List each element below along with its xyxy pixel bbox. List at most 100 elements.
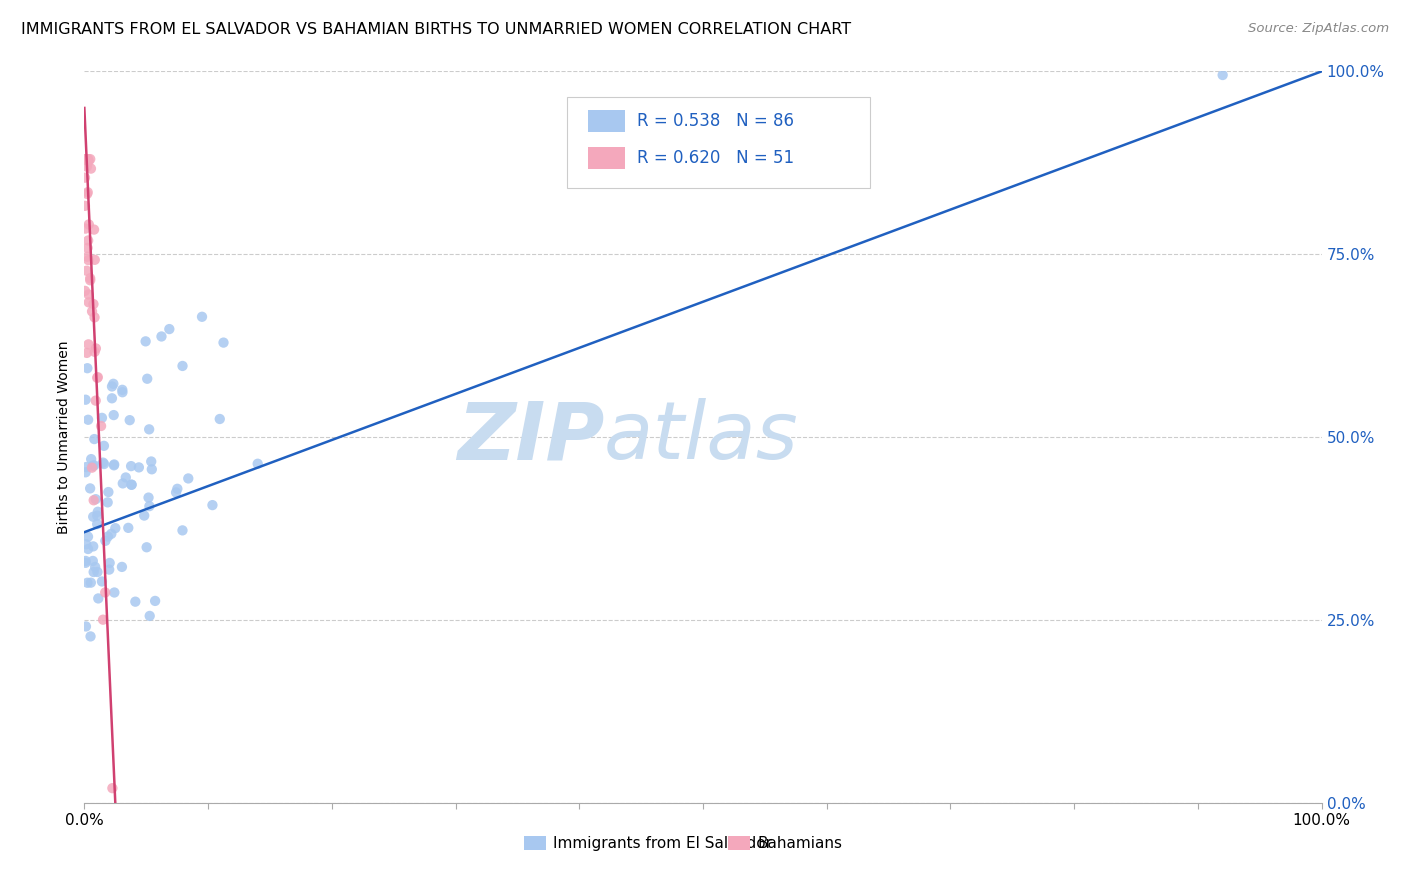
Point bbox=[75, 619, 97, 633]
Point bbox=[87, 505, 110, 519]
Point bbox=[75, 152, 97, 166]
Point bbox=[101, 781, 124, 796]
Point bbox=[76, 264, 98, 278]
Point bbox=[76, 186, 98, 200]
Point bbox=[103, 376, 125, 391]
Point bbox=[75, 152, 97, 166]
Point bbox=[91, 410, 114, 425]
Point bbox=[120, 459, 142, 474]
Point bbox=[166, 482, 188, 496]
Point bbox=[79, 629, 101, 643]
Point bbox=[82, 509, 104, 524]
Point bbox=[79, 273, 101, 287]
Point bbox=[212, 335, 235, 350]
Point bbox=[103, 458, 125, 473]
Point bbox=[87, 591, 110, 606]
Point bbox=[73, 199, 96, 213]
Point bbox=[75, 537, 97, 551]
Point bbox=[80, 460, 103, 475]
Point bbox=[77, 530, 100, 544]
Point bbox=[141, 454, 163, 468]
Point bbox=[93, 439, 115, 453]
Text: R = 0.538   N = 86: R = 0.538 N = 86 bbox=[637, 112, 794, 130]
Point bbox=[208, 412, 231, 426]
Point bbox=[98, 563, 121, 577]
Point bbox=[76, 152, 98, 166]
Point bbox=[82, 297, 104, 311]
Point bbox=[73, 170, 96, 185]
Point bbox=[86, 371, 108, 385]
Point bbox=[76, 250, 98, 264]
Point bbox=[76, 160, 98, 174]
FancyBboxPatch shape bbox=[588, 146, 626, 169]
Point bbox=[93, 457, 115, 471]
Point bbox=[246, 457, 269, 471]
Point bbox=[97, 530, 120, 544]
Point bbox=[114, 470, 136, 484]
Point bbox=[75, 152, 97, 166]
Point bbox=[76, 361, 98, 376]
Point bbox=[128, 460, 150, 475]
Point bbox=[75, 554, 97, 568]
Point bbox=[118, 413, 141, 427]
Point bbox=[83, 252, 105, 267]
Point bbox=[76, 241, 98, 255]
Point bbox=[77, 413, 100, 427]
Point bbox=[91, 574, 114, 589]
Point bbox=[86, 508, 108, 523]
Point bbox=[97, 495, 120, 509]
Point bbox=[73, 284, 96, 298]
Point bbox=[79, 271, 101, 285]
Point bbox=[121, 477, 143, 491]
Point bbox=[111, 383, 134, 397]
Point bbox=[111, 476, 134, 491]
Point bbox=[82, 554, 104, 568]
Point bbox=[165, 485, 187, 500]
Point bbox=[76, 346, 98, 360]
Point bbox=[77, 218, 100, 232]
Point bbox=[135, 334, 157, 349]
Point bbox=[90, 419, 112, 434]
Point bbox=[138, 422, 160, 436]
Point bbox=[103, 585, 125, 599]
Point bbox=[75, 152, 97, 166]
Point bbox=[84, 342, 107, 356]
Point bbox=[75, 465, 97, 479]
Point bbox=[77, 541, 100, 556]
Point bbox=[177, 471, 200, 485]
Point bbox=[82, 540, 104, 554]
Point bbox=[77, 234, 100, 248]
Point bbox=[79, 152, 101, 166]
Point bbox=[157, 322, 180, 336]
Point bbox=[73, 152, 96, 166]
Point bbox=[80, 161, 103, 176]
FancyBboxPatch shape bbox=[728, 837, 749, 849]
Point bbox=[138, 491, 160, 505]
Point bbox=[77, 287, 100, 301]
Point bbox=[138, 608, 160, 623]
Y-axis label: Births to Unmarried Women: Births to Unmarried Women bbox=[58, 341, 72, 533]
Text: ZIP: ZIP bbox=[457, 398, 605, 476]
Point bbox=[75, 152, 97, 166]
Point bbox=[80, 304, 103, 318]
FancyBboxPatch shape bbox=[588, 110, 626, 132]
Point bbox=[75, 152, 97, 166]
Point bbox=[86, 517, 108, 532]
Point bbox=[75, 556, 97, 570]
Point bbox=[172, 359, 194, 373]
Point bbox=[136, 372, 159, 386]
Point bbox=[83, 458, 105, 473]
Point bbox=[117, 521, 139, 535]
Point bbox=[76, 575, 98, 590]
Point bbox=[100, 526, 122, 541]
Point bbox=[111, 560, 134, 574]
Point bbox=[104, 521, 127, 535]
Text: Immigrants from El Salvador: Immigrants from El Salvador bbox=[554, 836, 772, 851]
Point bbox=[103, 458, 125, 472]
Point bbox=[91, 456, 114, 470]
Point bbox=[120, 477, 142, 491]
Point bbox=[82, 458, 104, 473]
Point bbox=[75, 460, 97, 475]
Point bbox=[77, 337, 100, 351]
Point bbox=[77, 253, 100, 268]
